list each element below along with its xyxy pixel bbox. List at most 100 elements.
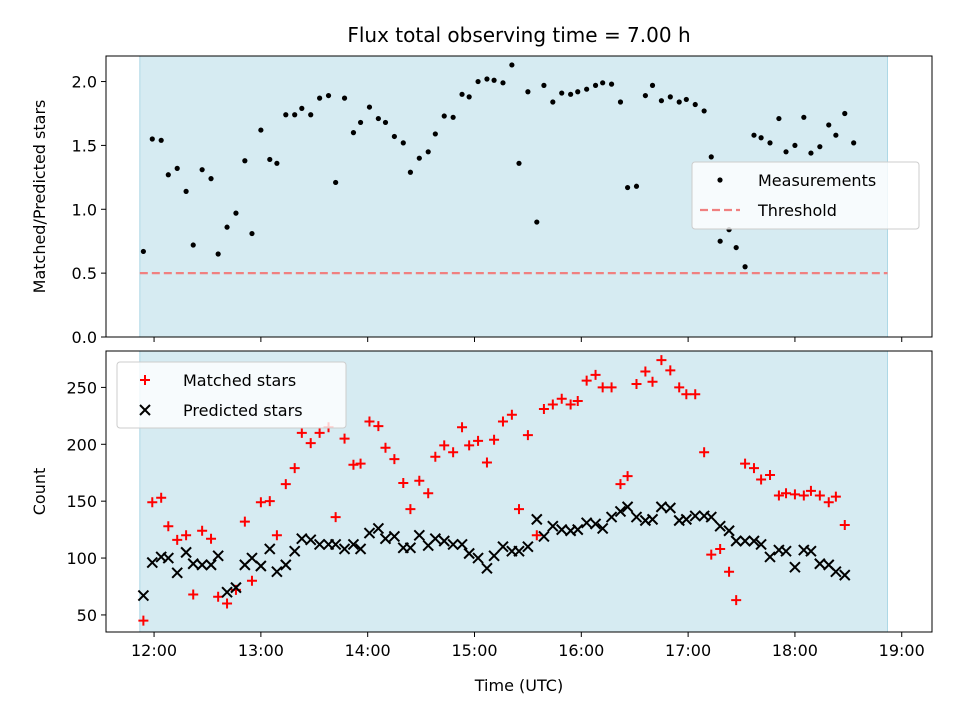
matched-star-point [423, 488, 434, 499]
x-tick-label: 12:00 [131, 641, 177, 660]
measurement-point [509, 62, 515, 68]
measurement-point [233, 210, 239, 216]
predicted-star-point [379, 533, 392, 545]
predicted-star-point [630, 511, 643, 523]
measurement-point [817, 144, 823, 150]
legend-swatch-matched [140, 375, 150, 385]
predicted-star-point [205, 559, 217, 571]
predicted-star-point [646, 513, 659, 526]
legend-swatch-predicted [139, 404, 151, 416]
matched-star-point [156, 492, 167, 503]
predicted-star-point [137, 589, 150, 602]
measurement-point [767, 140, 773, 146]
predicted-star-point [463, 547, 475, 560]
measurement-point [624, 184, 631, 191]
predicted-star-point [748, 535, 760, 547]
measurement-point [441, 113, 447, 119]
measurement-point [758, 135, 764, 141]
predicted-star-point [522, 540, 534, 553]
measurement-point [165, 172, 171, 178]
y-tick-label: 1.5 [72, 136, 97, 155]
matched-star-point [547, 399, 558, 410]
predicted-star-point [755, 538, 767, 551]
y-tick-label: 150 [66, 492, 97, 511]
predicted-star-point [664, 502, 677, 514]
measurement-point [484, 76, 490, 82]
measurement-point [534, 219, 540, 225]
y-tick-label: 1.0 [72, 200, 97, 219]
measurement-point [826, 122, 832, 128]
predicted-star-point [488, 550, 500, 562]
measurement-point [633, 183, 640, 189]
matched-star-point [439, 440, 450, 451]
matched-star-point [506, 409, 517, 420]
matched-star-point [597, 382, 608, 393]
predicted-star-point [413, 529, 426, 542]
predicted-star-point [447, 538, 459, 551]
matched-star-point [147, 497, 158, 508]
predicted-star-point [680, 513, 693, 526]
measurement-point [350, 130, 357, 136]
measurement-point [792, 142, 798, 149]
measurement-point [833, 132, 839, 138]
predicted-star-point [363, 527, 376, 539]
predicted-star-point [689, 510, 701, 522]
predicted-star-point [255, 560, 267, 572]
matched-star-point [581, 375, 592, 386]
legend-label: Predicted stars [183, 401, 303, 420]
measurement-point [658, 98, 665, 104]
matched-star-point [765, 470, 776, 481]
predicted-star-point [556, 523, 568, 536]
matched-star-point [830, 491, 841, 502]
matched-star-point [773, 490, 784, 501]
measurement-point [801, 114, 807, 120]
predicted-star-point [780, 545, 792, 557]
predicted-star-point [264, 543, 276, 555]
measurement-point [400, 140, 406, 146]
matched-star-point [656, 355, 667, 366]
measurement-point [842, 110, 848, 117]
predicted-star-point [171, 567, 183, 579]
predicted-star-point [246, 552, 258, 564]
predicted-star-point [805, 545, 817, 557]
measurement-point [776, 115, 782, 122]
measurement-point [174, 165, 180, 171]
predicted-star-point [481, 562, 493, 574]
measurement-point [382, 119, 389, 126]
measurement-point [701, 108, 707, 114]
matched-star-point [497, 416, 508, 427]
matched-star-point [239, 516, 250, 527]
measurement-point [584, 86, 590, 92]
measurement-point [183, 188, 189, 194]
x-tick-label: 19:00 [879, 641, 925, 660]
predicted-star-point [313, 538, 326, 551]
measurement-point [425, 149, 431, 155]
matched-star-point [448, 447, 459, 458]
measurement-point [416, 155, 422, 161]
measurement-point [676, 99, 682, 105]
measurement-point [808, 150, 814, 156]
predicted-star-point [605, 511, 618, 523]
predicted-star-point [180, 546, 192, 559]
x-axis-label: Time (UTC) [474, 676, 563, 695]
measurement-point [308, 112, 314, 118]
predicted-star-point [438, 535, 450, 547]
matched-star-point [255, 497, 266, 508]
x-tick-label: 13:00 [238, 641, 284, 660]
matched-star-point [606, 382, 617, 393]
predicted-star-point [338, 543, 351, 555]
predicted-star-point [621, 501, 634, 513]
measurement-point [525, 89, 531, 95]
matched-star-point [823, 497, 834, 508]
matched-star-point [305, 438, 316, 449]
measurement-point [459, 91, 465, 97]
measurement-point [224, 224, 230, 230]
measurement-point [559, 90, 565, 96]
matched-star-point [538, 404, 549, 415]
measurement-point [600, 80, 606, 86]
measurement-point [516, 160, 522, 166]
measurement-point [407, 169, 414, 175]
measurement-point [717, 238, 723, 244]
x-tick-label: 17:00 [665, 641, 711, 660]
